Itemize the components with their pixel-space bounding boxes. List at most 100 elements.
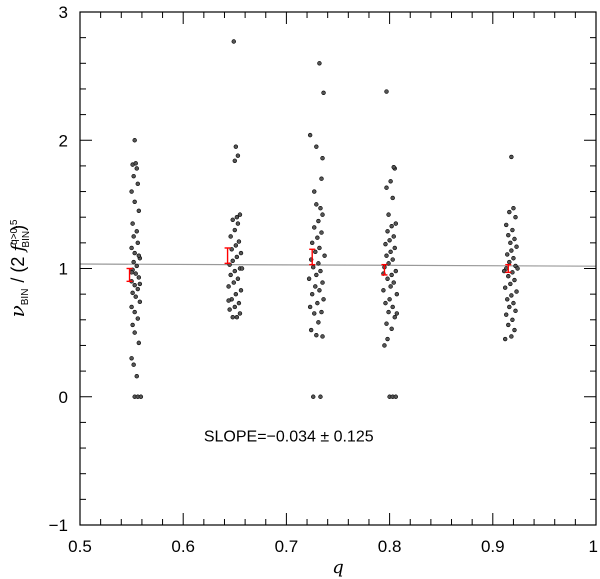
data-point [321,297,326,302]
data-point [393,268,398,274]
data-point [507,209,512,215]
data-point [386,309,391,315]
data-point [386,261,391,266]
data-point [391,164,396,170]
data-point [235,221,241,226]
data-point [389,223,394,229]
data-point [316,320,321,325]
data-point [234,254,240,260]
data-point [233,243,239,248]
data-point [507,304,512,310]
data-point [513,308,518,314]
data-point [306,276,312,281]
data-point [504,222,509,228]
data-point [388,249,393,255]
y-axis-mid: / (2 [8,252,28,283]
data-point [233,291,239,297]
x-tick-label: 0.6 [171,537,195,556]
data-point [514,244,519,249]
data-point [510,227,515,233]
data-point [130,290,135,296]
data-point [312,311,317,316]
x-axis-title: q [332,557,344,578]
data-point [237,311,243,316]
data-point [136,208,142,213]
data-point [320,280,325,285]
data-point [391,280,396,285]
data-point [508,281,513,287]
data-point [129,304,134,310]
data-point [388,179,393,184]
fit-line [79,263,597,267]
data-point [505,297,510,302]
data-point [227,307,232,312]
data-point [317,61,322,66]
y-tick-label: 1 [59,260,68,279]
data-point [231,39,236,44]
data-point [387,238,392,243]
y-axis-end: ) [8,225,28,231]
data-point [129,189,134,194]
data-point [506,232,511,238]
data-point [392,245,397,251]
data-point [136,275,142,280]
data-point [310,240,315,246]
data-point [234,315,240,320]
data-point [231,280,236,285]
data-point [319,309,324,315]
y-tick-labels: −1 0 1 2 3 [49,3,68,535]
data-point [237,212,243,217]
data-point [509,334,514,339]
data-point [228,272,233,278]
data-point [135,316,140,321]
data-point [239,266,245,271]
binned-mean-error-bar [224,247,231,265]
data-point [316,218,321,224]
data-point [385,276,390,281]
data-point [510,317,515,322]
data-point [310,291,315,297]
data-point [232,158,238,163]
data-point [133,294,138,299]
data-point [307,132,313,138]
data-point [236,239,242,244]
data-point [394,291,400,297]
data-point [320,212,325,217]
data-point [135,181,140,187]
data-point [138,394,144,399]
data-point [513,215,518,220]
data-point [511,206,516,211]
data-point [315,300,320,306]
binned-mean-error-bar [126,267,133,283]
data-point [137,299,143,305]
data-point [389,326,394,331]
data-point [387,297,392,302]
data-point [318,206,323,211]
data-point [134,374,139,379]
data-point [308,327,314,333]
data-point [393,394,398,399]
slope-annotation: SLOPE=−0.034 ± 0.125 [204,429,374,446]
data-point [512,327,517,333]
y-tick-label: 0 [59,388,68,407]
data-point [134,263,139,269]
data-point [132,309,137,315]
data-point [317,288,322,293]
binned-mean-error-bar [309,248,316,266]
data-point [228,234,233,239]
data-point [226,298,231,303]
data-point [232,268,238,274]
data-point [234,215,240,220]
data-point [315,235,320,240]
plot-frame [79,11,597,526]
data-point [509,293,514,298]
data-point [130,322,135,328]
x-tick-label: 0.9 [481,537,505,556]
data-point [129,270,134,275]
data-point [230,315,235,320]
y-axis-f-subscript: BIN [21,231,32,248]
data-point [314,332,319,338]
data-point [385,229,390,234]
data-point [132,199,137,205]
